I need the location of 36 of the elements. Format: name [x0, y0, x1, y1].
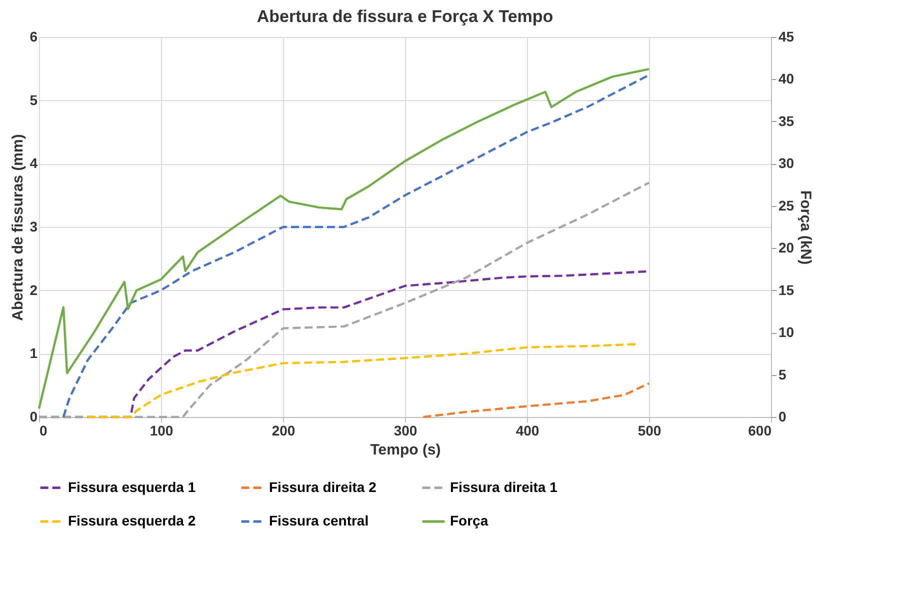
x-tick-label: 100 — [150, 422, 174, 438]
legend-label: Força — [450, 512, 488, 528]
y-tick-label: 0 — [30, 408, 38, 424]
legend-label: Fissura central — [269, 512, 369, 528]
line-series — [422, 382, 650, 418]
y2-tick-label: 30 — [778, 155, 794, 172]
y2-tick-label: 25 — [778, 197, 794, 214]
y-tick-label: 6 — [30, 28, 38, 44]
x-tick-label: 300 — [394, 422, 418, 438]
y-tick-label: 1 — [30, 345, 38, 362]
y-tick-label: 2 — [30, 282, 38, 298]
x-tick-label: 200 — [272, 422, 296, 438]
y2-tick-label: 40 — [778, 70, 794, 87]
line-series — [86, 343, 638, 418]
legend-label: Fissura esquerda 2 — [68, 512, 196, 528]
y2-tick-label: 35 — [778, 112, 794, 129]
y2-tick-label: 5 — [778, 366, 786, 382]
y-tick-label: 3 — [30, 218, 38, 234]
x-tick-label: 400 — [516, 422, 540, 438]
y2-tick-label: 15 — [778, 282, 794, 298]
x-tick-label: 600 — [748, 422, 772, 438]
chart-title: Abertura de fissura e Força X Tempo — [256, 7, 554, 26]
y2-tick-label: 0 — [778, 408, 786, 424]
legend-label: Fissura esquerda 1 — [68, 478, 196, 495]
y2-axis-title: Força (kN) — [797, 190, 814, 265]
line-series — [38, 182, 650, 418]
legend-label: Fissura direita 2 — [269, 478, 377, 495]
legend-label: Fissura direita 1 — [450, 478, 558, 495]
x-axis-title: Tempo (s) — [370, 442, 441, 458]
y2-tick-label: 45 — [778, 28, 794, 44]
y2-tick-label: 10 — [778, 324, 794, 340]
y-axis-title: Abertura de fissuras (mm) — [10, 134, 27, 321]
y-tick-label: 4 — [30, 155, 38, 172]
y2-tick-label: 20 — [778, 240, 794, 256]
x-tick-label: 500 — [638, 422, 662, 438]
y-tick-label: 5 — [30, 92, 38, 108]
